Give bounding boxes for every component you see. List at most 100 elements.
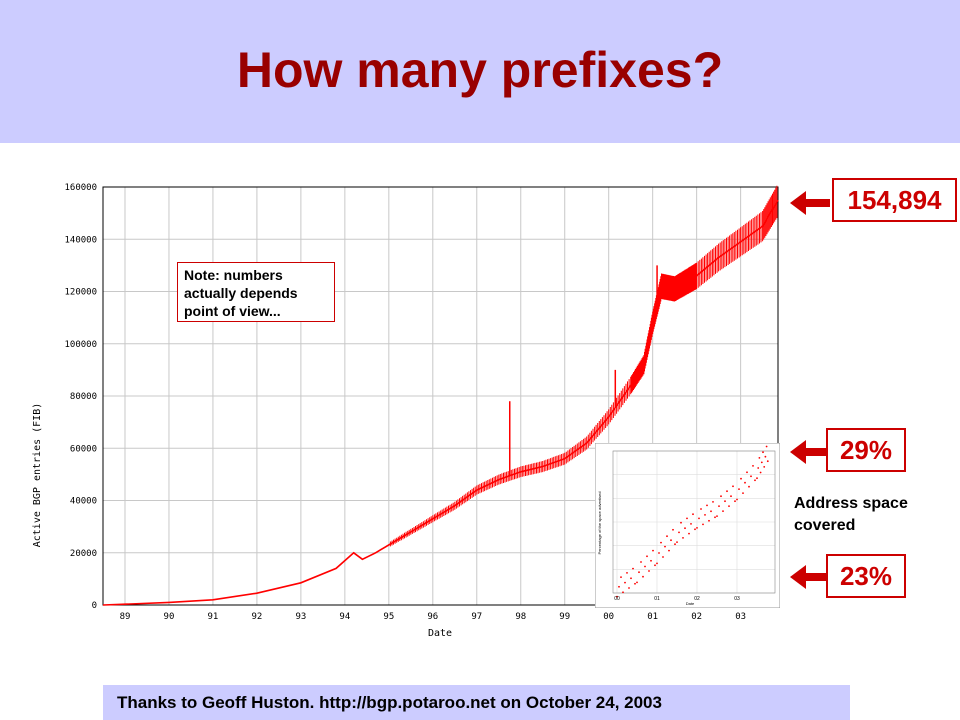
x-axis-label: Date [428, 628, 452, 639]
title-band [0, 0, 960, 143]
inset-point [640, 561, 642, 563]
x-tick-label: 93 [295, 612, 306, 622]
x-tick-label: 92 [251, 612, 262, 622]
inset-y-axis-label: Percentage of the space advertised [597, 492, 602, 555]
inset-point [758, 457, 761, 459]
inset-frame [595, 443, 780, 608]
x-tick-label: 94 [339, 612, 350, 622]
inset-point [716, 515, 718, 517]
bgp-line-chart: 0200004000060000800001000001200001400001… [32, 183, 779, 639]
inset-point [700, 508, 702, 510]
inset-x-axis-label: Date [686, 601, 695, 606]
x-tick-label: 97 [471, 612, 482, 622]
series-group [102, 185, 779, 606]
inset-point [658, 552, 660, 554]
inset-point [618, 585, 620, 588]
inset-point [766, 460, 769, 463]
inset-point [722, 510, 724, 512]
inset-point [752, 465, 754, 467]
inset-point [746, 471, 748, 474]
inset-point [686, 517, 688, 520]
inset-point [748, 485, 750, 488]
address-space-label: Address space covered [794, 495, 908, 534]
inset-point [684, 527, 686, 530]
y-tick-label: 0 [92, 601, 97, 611]
inset-point [648, 570, 650, 572]
inset-point [763, 466, 766, 468]
inset-point [644, 565, 646, 568]
inset-point [634, 582, 636, 585]
inset-point [730, 495, 732, 498]
value-callout-23pct: 23% [826, 554, 906, 598]
x-tick-label: 91 [208, 612, 219, 622]
inset-point [756, 477, 758, 480]
x-tick-label: 90 [164, 612, 175, 622]
inset-point [696, 527, 698, 529]
inset-point [762, 451, 764, 454]
inset-point [744, 481, 746, 484]
inset-point [636, 581, 638, 584]
inset-point [734, 500, 736, 503]
inset-point [630, 577, 632, 580]
x-tick-label: 02 [691, 612, 702, 622]
inset-x-tick-label: 02 [694, 596, 700, 602]
inset-point [718, 505, 720, 507]
inset-point [750, 475, 752, 478]
inset-point [714, 516, 716, 519]
inset-point [668, 549, 670, 552]
inset-point [656, 562, 658, 565]
inset-point [706, 504, 708, 507]
inset-point [732, 485, 734, 488]
inset-point [712, 501, 714, 503]
x-tick-label: 99 [559, 612, 570, 622]
y-tick-label: 160000 [64, 183, 97, 193]
value-callout-29pct: 29% [826, 428, 906, 472]
inset-point [738, 488, 740, 490]
y-tick-label: 100000 [64, 340, 97, 350]
inset-point [694, 528, 696, 531]
note-box: Note: numbers actually depends point of … [177, 262, 335, 322]
value-callout-prefixes: 154,894 [832, 178, 957, 222]
y-tick-label: 40000 [70, 497, 97, 507]
inset-point [642, 575, 644, 578]
x-tick-label: 03 [735, 612, 746, 622]
inset-point [662, 556, 664, 558]
inset-point [638, 571, 640, 574]
inset-point [672, 528, 674, 531]
inset-point [682, 537, 684, 539]
y-axis-label: Active BGP entries (FIB) [32, 403, 43, 548]
inset-point [736, 498, 738, 501]
slide-title: How many prefixes? [236, 42, 724, 98]
inset-point [764, 455, 767, 458]
address-space-inset-chart: 00 01 02 03 Date Percentage of the space ad… [595, 443, 780, 608]
inset-x-tick-labels: 00 01 02 03 [614, 596, 740, 602]
arrow-left-icon [790, 440, 830, 464]
y-tick-label: 80000 [70, 392, 97, 402]
arrow-left-icon [790, 191, 830, 215]
inset-point [654, 564, 656, 567]
x-tick-labels: 89 90 91 92 93 94 95 96 97 98 99 00 01 02 03 [120, 612, 746, 622]
inset-points [616, 445, 769, 598]
inset-point [765, 445, 768, 448]
inset-point [710, 510, 712, 513]
inset-point [702, 523, 704, 526]
inset-point [704, 514, 706, 516]
y-tick-label: 60000 [70, 444, 97, 454]
inset-x-tick-label: 00 [614, 596, 620, 602]
x-tick-label: 95 [383, 612, 394, 622]
inset-point [760, 461, 763, 464]
inset-point [708, 519, 710, 522]
inset-point [676, 541, 678, 543]
arrow-left-icon [790, 565, 830, 589]
inset-point [742, 492, 744, 494]
inset-grid [612, 450, 776, 594]
inset-point [720, 495, 722, 498]
inset-point [680, 521, 682, 524]
inset-x-tick-label: 01 [654, 596, 660, 602]
y-tick-label: 120000 [64, 288, 97, 298]
x-tick-label: 98 [515, 612, 526, 622]
chart-grid [102, 186, 779, 606]
inset-point [620, 576, 622, 578]
inset-point [666, 535, 668, 538]
plot-frame [102, 186, 779, 606]
